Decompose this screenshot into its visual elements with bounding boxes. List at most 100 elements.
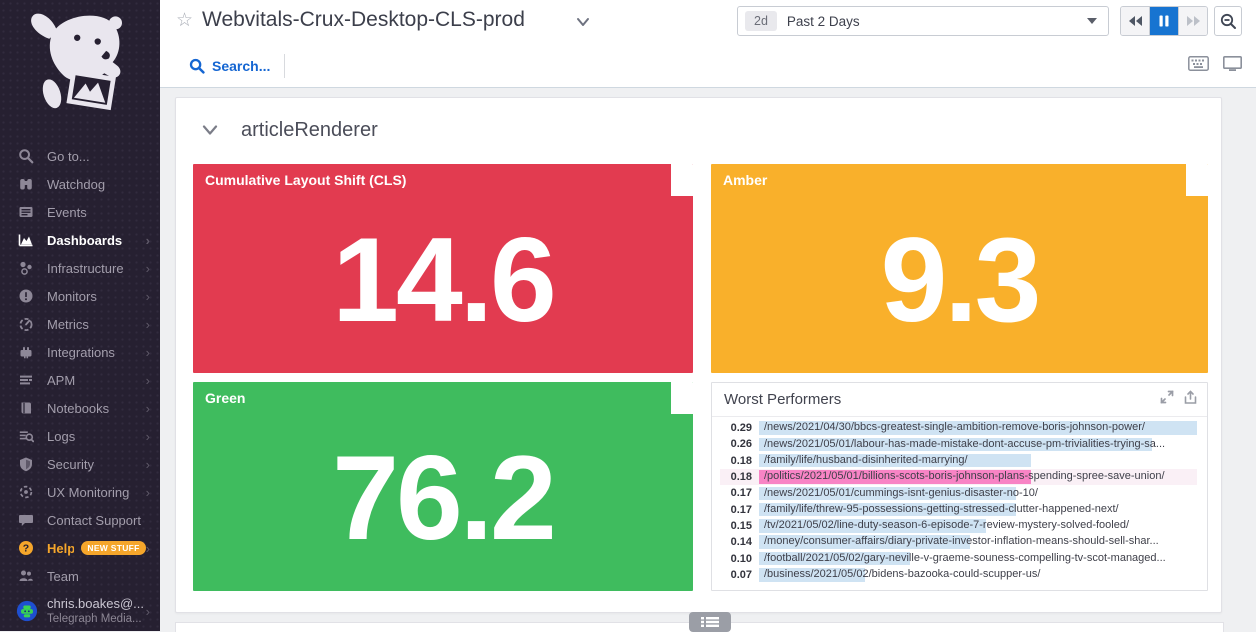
- time-range-badge: 2d: [745, 11, 777, 31]
- team-icon: [16, 568, 36, 584]
- table-row[interactable]: 0.15 /tv/2021/05/02/line-duty-season-6-e…: [720, 518, 1197, 534]
- time-range-label: Past 2 Days: [786, 13, 860, 29]
- widget-title: Green: [205, 390, 246, 406]
- events-icon: [16, 204, 36, 220]
- sidebar-item-help[interactable]: ? Help NEW STUFF ›: [0, 534, 160, 562]
- chevron-right-icon: ›: [145, 484, 150, 500]
- svg-text:?: ?: [23, 543, 29, 555]
- sidebar-item-logs[interactable]: Logs ›: [0, 422, 160, 450]
- search-row: Search...: [160, 45, 1256, 87]
- row-bar-wrap: /family/life/threw-95-possessions-gettin…: [759, 502, 1197, 517]
- row-value: 0.18: [730, 454, 752, 467]
- table-row[interactable]: 0.29 /news/2021/04/30/bbcs-greatest-sing…: [720, 420, 1197, 436]
- chevron-right-icon: ›: [145, 316, 150, 332]
- worst-performers-title: Worst Performers: [724, 391, 842, 408]
- notebooks-icon: [16, 400, 36, 416]
- search-label: Search...: [212, 58, 271, 74]
- sidebar-item-goto[interactable]: Go to...: [0, 142, 160, 170]
- group-header: articleRenderer: [176, 98, 378, 162]
- sidebar-item-apm[interactable]: APM ›: [0, 366, 160, 394]
- sidebar-item-label: APM: [47, 372, 76, 388]
- title-chevron-down-icon[interactable]: [575, 15, 591, 33]
- sidebar-item-user[interactable]: chris.boakes@... Telegraph Media... ›: [0, 590, 160, 632]
- widget-group-articlerenderer: articleRenderer Cumulative Layout Shift …: [175, 97, 1222, 613]
- widget-green[interactable]: Green 76.2: [193, 382, 693, 591]
- table-row[interactable]: 0.26 /news/2021/05/01/labour-has-made-mi…: [720, 436, 1197, 452]
- widget-cls[interactable]: Cumulative Layout Shift (CLS) 14.6: [193, 164, 693, 373]
- chevron-right-icon: ›: [145, 428, 150, 444]
- chevron-right-icon: ›: [145, 288, 150, 304]
- row-bar-wrap: /tv/2021/05/02/line-duty-season-6-episod…: [759, 519, 1197, 533]
- sidebar-item-monitors[interactable]: Monitors ›: [0, 282, 160, 310]
- expand-icon[interactable]: [1160, 390, 1174, 409]
- row-value: 0.26: [730, 438, 752, 451]
- row-value: 0.17: [730, 487, 752, 500]
- sidebar-item-team[interactable]: Team: [0, 562, 160, 590]
- sidebar-item-label: Events: [47, 204, 87, 220]
- sidebar-item-contact-support[interactable]: Contact Support: [0, 506, 160, 534]
- keyboard-shortcuts-icon[interactable]: [1188, 56, 1209, 76]
- pause-button[interactable]: [1149, 7, 1178, 35]
- widget-corner-notch: [671, 164, 693, 196]
- row-bar-wrap: /news/2021/05/01/labour-has-made-mistake…: [759, 437, 1197, 452]
- integrations-icon: [16, 344, 36, 360]
- sidebar-item-label: Logs: [47, 428, 76, 444]
- widget-value: 9.3: [880, 212, 1042, 347]
- table-row[interactable]: 0.17 /family/life/threw-95-possessions-g…: [720, 501, 1197, 517]
- row-url: /news/2021/05/01/labour-has-made-mistake…: [764, 437, 1166, 450]
- sidebar-item-notebooks[interactable]: Notebooks ›: [0, 394, 160, 422]
- shield-icon: [16, 456, 36, 472]
- user-avatar: [16, 600, 38, 622]
- chevron-right-icon: ›: [145, 456, 150, 472]
- row-bar-wrap: /business/2021/05/02/bidens-bazooka-coul…: [759, 568, 1197, 582]
- row-url: /money/consumer-affairs/diary-private-in…: [764, 535, 1159, 548]
- table-row[interactable]: 0.18 /politics/2021/05/01/billions-scots…: [720, 468, 1197, 486]
- row-bar: [759, 551, 911, 566]
- rewind-button[interactable]: [1121, 7, 1149, 35]
- table-row[interactable]: 0.18 /family/life/husband-disinherited-m…: [720, 453, 1197, 469]
- row-url: /family/life/threw-95-possessions-gettin…: [764, 502, 1119, 515]
- sidebar-item-infrastructure[interactable]: Infrastructure ›: [0, 254, 160, 282]
- sidebar-item-label: Monitors: [47, 288, 97, 304]
- widget-corner-notch: [671, 382, 693, 414]
- sidebar-item-integrations[interactable]: Integrations ›: [0, 338, 160, 366]
- row-value: 0.17: [730, 503, 752, 516]
- datadog-logo[interactable]: [0, 0, 160, 142]
- sidebar-item-watchdog[interactable]: Watchdog: [0, 170, 160, 198]
- sidebar-item-dashboards[interactable]: Dashboards ›: [0, 226, 160, 254]
- group-drag-handle[interactable]: [689, 612, 731, 632]
- row-value: 0.10: [730, 552, 752, 565]
- worst-performers-header: Worst Performers: [712, 383, 1207, 417]
- sidebar-item-label: UX Monitoring: [47, 484, 130, 500]
- zoom-out-button[interactable]: [1214, 6, 1242, 36]
- user-info: chris.boakes@... Telegraph Media...: [47, 596, 144, 627]
- sidebar-item-events[interactable]: Events: [0, 198, 160, 226]
- row-value: 0.14: [730, 536, 752, 549]
- favorite-star-icon[interactable]: ☆: [176, 10, 194, 31]
- table-row[interactable]: 0.17 /news/2021/05/01/cummings-isnt-geni…: [720, 485, 1197, 501]
- row-url: /tv/2021/05/02/line-duty-season-6-episod…: [764, 519, 1130, 532]
- page-title: Webvitals-Crux-Desktop-CLS-prod: [202, 8, 525, 31]
- collapse-chevron-icon[interactable]: [200, 123, 220, 137]
- sidebar-item-ux-monitoring[interactable]: UX Monitoring ›: [0, 478, 160, 506]
- row-bar-wrap: /politics/2021/05/01/billions-scots-bori…: [759, 470, 1197, 484]
- table-row[interactable]: 0.14 /money/consumer-affairs/diary-priva…: [720, 534, 1197, 550]
- row-url: /news/2021/05/01/cummings-isnt-genius-di…: [764, 486, 1038, 499]
- sidebar-item-label: Integrations: [47, 344, 115, 360]
- tv-mode-icon[interactable]: [1223, 55, 1242, 77]
- table-row[interactable]: 0.10 /football/2021/05/02/gary-neville-v…: [720, 550, 1197, 566]
- dashboard-canvas: articleRenderer Cumulative Layout Shift …: [160, 88, 1256, 632]
- table-row[interactable]: 0.07 /business/2021/05/02/bidens-bazooka…: [720, 567, 1197, 583]
- row-bar: [759, 470, 1031, 484]
- export-icon[interactable]: [1184, 389, 1197, 410]
- search-button[interactable]: Search...: [189, 58, 270, 74]
- time-range-dropdown[interactable]: 2d Past 2 Days: [737, 6, 1109, 36]
- sidebar-item-label: Dashboards: [47, 232, 123, 248]
- sidebar-item-security[interactable]: Security ›: [0, 450, 160, 478]
- widget-amber[interactable]: Amber 9.3: [711, 164, 1208, 373]
- chevron-right-icon: ›: [145, 540, 150, 556]
- sidebar-item-metrics[interactable]: Metrics ›: [0, 310, 160, 338]
- row-url: /news/2021/04/30/bbcs-greatest-single-am…: [764, 421, 1145, 434]
- metrics-icon: [16, 316, 36, 332]
- forward-button[interactable]: [1178, 7, 1207, 35]
